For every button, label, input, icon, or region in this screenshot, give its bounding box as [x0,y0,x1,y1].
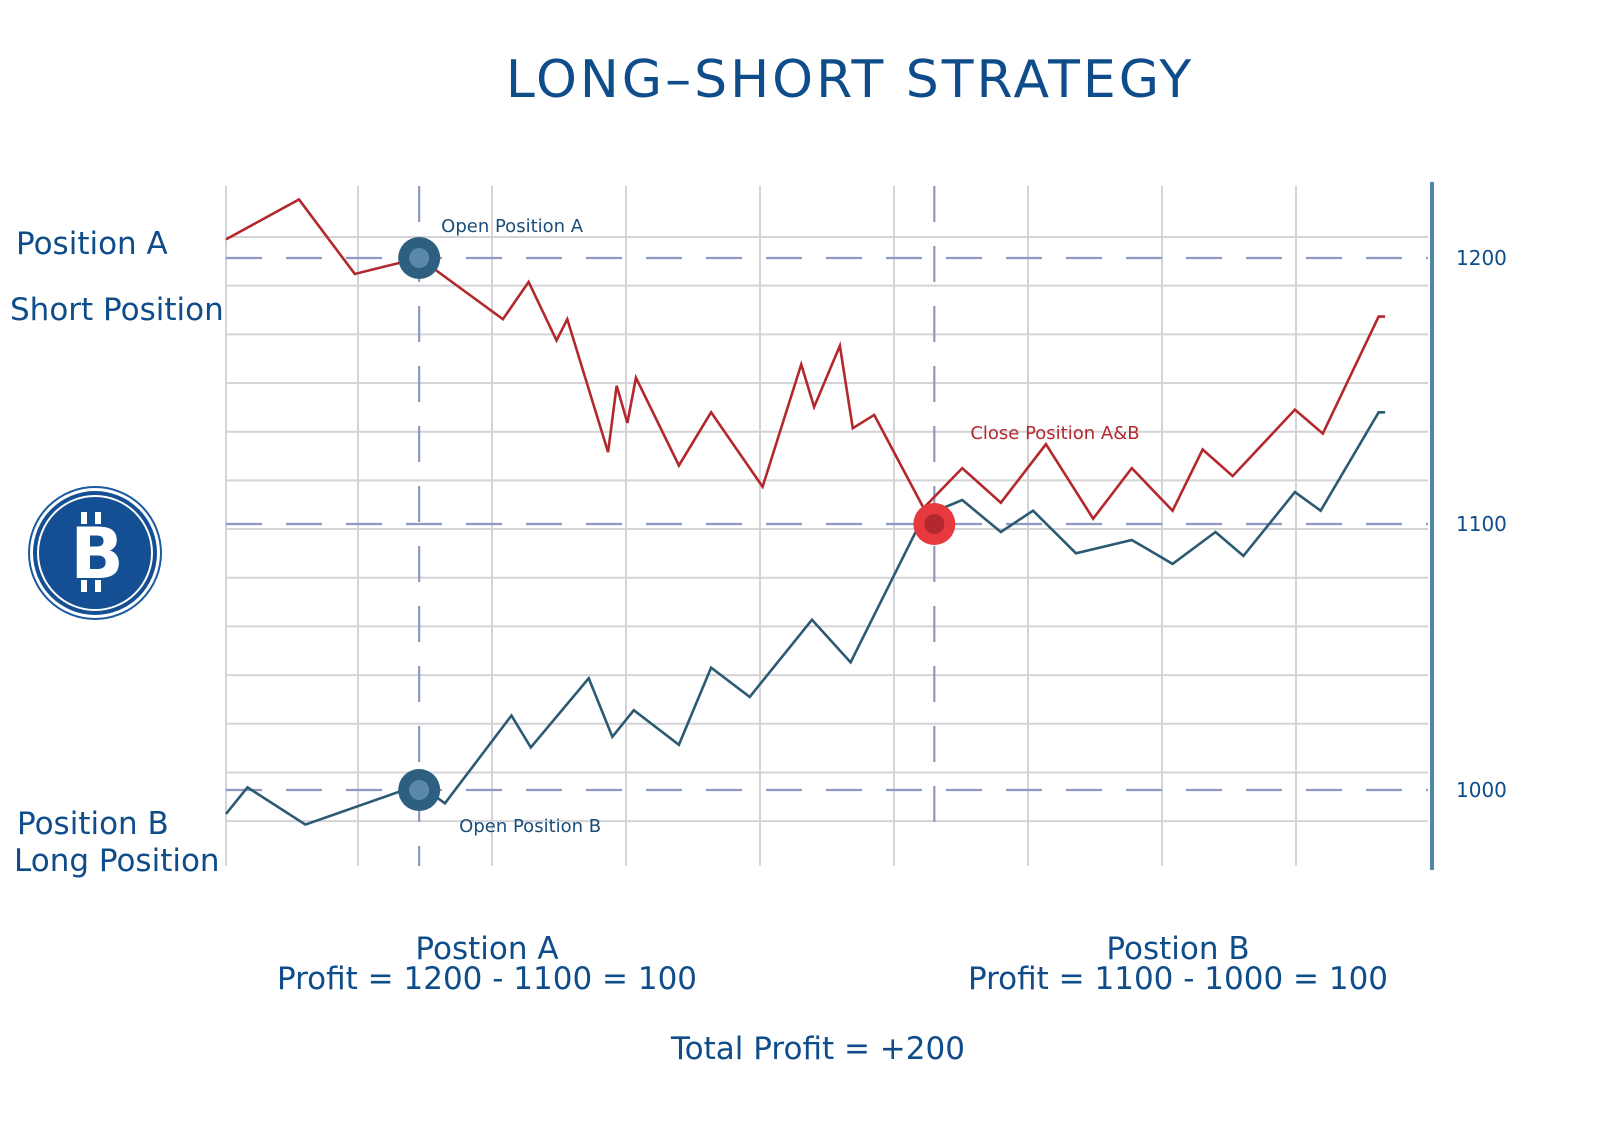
profit-a-title: Postion A [415,931,559,967]
label-short-position: Short Position [10,292,224,328]
y-tick-label-1000: 1000 [1456,778,1507,802]
bitcoin-icon: B [28,486,162,624]
profit-b-title: Postion B [1106,931,1250,967]
profit-b-formula: Profit = 1100 - 1000 = 100 [967,961,1389,997]
annotation-close-position-ab: Close Position A&B [970,423,1139,444]
profit-a-formula: Profit = 1200 - 1100 = 100 [276,961,698,997]
marker-inner [409,248,430,268]
series-line-position-b [224,410,1386,827]
annotation-open-position-b: Open Position B [459,816,601,837]
grid [225,186,1428,866]
close-position-marker [913,503,956,545]
open-position-b-marker [398,769,441,811]
y-tick-label-1200: 1200 [1456,246,1507,270]
page-title: LONG–SHORT STRATEGY [505,50,1195,110]
label-position-b: Position B [17,806,169,842]
total-profit: Total Profit = +200 [671,1031,965,1067]
event-markers [398,237,956,811]
label-long-position: Long Position [14,843,220,879]
annotation-open-position-a: Open Position A [441,216,584,237]
open-position-a-marker [398,237,441,279]
marker-inner [924,514,945,534]
y-axis-ticks: 1000 1100 1200 [1456,246,1507,802]
label-position-a: Position A [16,226,168,262]
reference-lines [226,186,1428,866]
marker-inner [409,780,430,800]
y-tick-label-1100: 1100 [1456,512,1507,536]
series-line-position-a [225,197,1386,521]
